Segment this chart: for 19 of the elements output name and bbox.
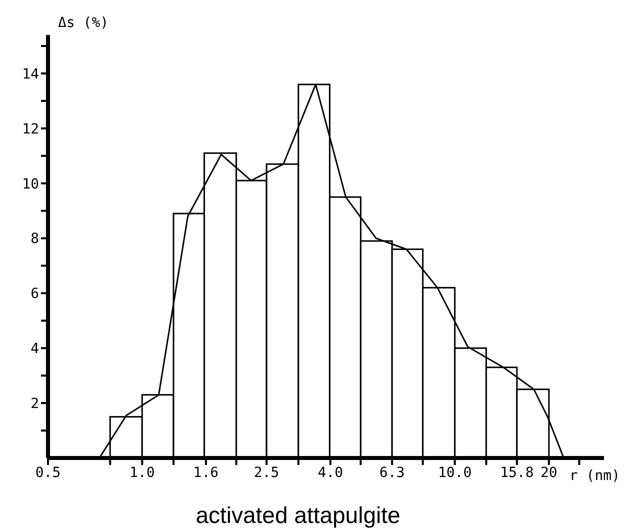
y-tick-label: 10 — [22, 176, 39, 192]
y-axis-title: Δs (%) — [58, 15, 109, 31]
x-tick-label: 1.6 — [193, 464, 219, 481]
x-tick-label: 2.5 — [254, 464, 280, 481]
x-tick-label: 15.8 — [500, 464, 534, 481]
x-tick-label: 0.5 — [35, 464, 61, 481]
y-tick-label: 8 — [30, 231, 39, 248]
y-tick-label: 6 — [30, 286, 39, 302]
x-tick-label: 10.0 — [438, 464, 472, 481]
y-tick-label: 12 — [22, 121, 39, 138]
x-tick-label: 1.0 — [129, 464, 155, 481]
y-tick-label: 2 — [30, 396, 39, 412]
y-tick-label: 4 — [30, 341, 39, 358]
text: activated attapulgite — [194, 502, 402, 529]
x-tick-label: 4.0 — [318, 464, 344, 481]
x-tick-label: 20 — [540, 464, 558, 481]
x-axis-title: r (nm) — [569, 468, 620, 484]
x-tick-label: 6.3 — [379, 464, 405, 481]
y-tick-label: 14 — [22, 66, 39, 82]
